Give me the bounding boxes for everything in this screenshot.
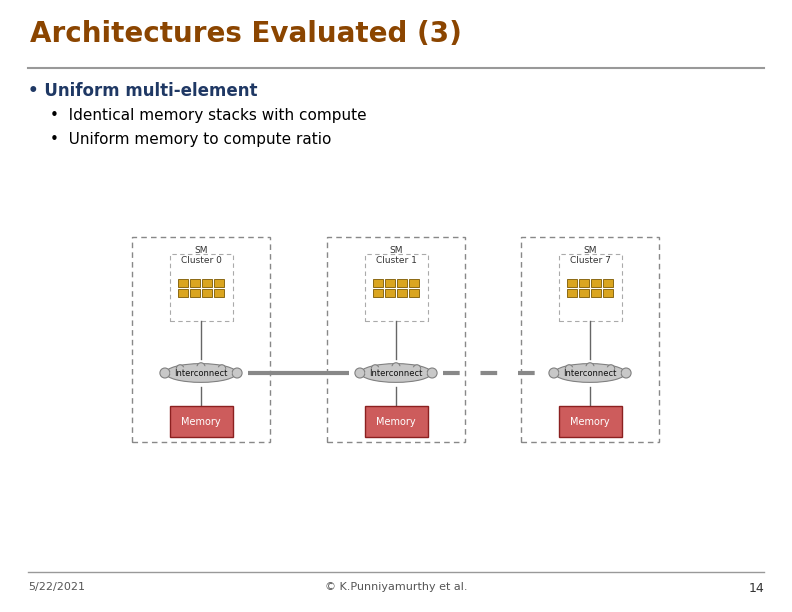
Bar bbox=[409, 289, 419, 297]
Bar bbox=[559, 254, 622, 321]
Text: •  Identical memory stacks with compute: • Identical memory stacks with compute bbox=[50, 108, 367, 123]
Ellipse shape bbox=[392, 363, 400, 371]
Bar bbox=[190, 279, 200, 287]
Text: Architectures Evaluated (3): Architectures Evaluated (3) bbox=[30, 20, 462, 48]
Text: 5/22/2021: 5/22/2021 bbox=[28, 582, 85, 592]
Bar bbox=[365, 254, 428, 321]
Ellipse shape bbox=[607, 365, 615, 372]
Text: Memory: Memory bbox=[376, 417, 416, 427]
Ellipse shape bbox=[218, 365, 226, 372]
Ellipse shape bbox=[177, 365, 184, 372]
Bar bbox=[397, 279, 407, 287]
Text: © K.Punniyamurthy et al.: © K.Punniyamurthy et al. bbox=[325, 582, 467, 592]
Bar bbox=[170, 406, 233, 437]
Text: Memory: Memory bbox=[570, 417, 610, 427]
Bar bbox=[170, 254, 233, 321]
Ellipse shape bbox=[549, 368, 559, 378]
Ellipse shape bbox=[365, 366, 427, 380]
Ellipse shape bbox=[621, 368, 631, 378]
Ellipse shape bbox=[586, 363, 594, 371]
Text: 14: 14 bbox=[748, 582, 764, 595]
Bar bbox=[385, 289, 395, 297]
Ellipse shape bbox=[355, 368, 365, 378]
Bar bbox=[603, 279, 613, 287]
Ellipse shape bbox=[565, 365, 573, 372]
Bar bbox=[365, 406, 428, 437]
Bar bbox=[397, 289, 407, 297]
Ellipse shape bbox=[232, 368, 242, 378]
Bar bbox=[214, 289, 224, 297]
Ellipse shape bbox=[360, 364, 432, 382]
Bar bbox=[373, 289, 383, 297]
Bar bbox=[202, 279, 212, 287]
Bar bbox=[591, 279, 601, 287]
Bar bbox=[214, 279, 224, 287]
Ellipse shape bbox=[559, 366, 621, 380]
Bar bbox=[603, 289, 613, 297]
Ellipse shape bbox=[371, 365, 379, 372]
Bar bbox=[373, 279, 383, 287]
Bar bbox=[202, 289, 212, 297]
Text: SM
Cluster 7: SM Cluster 7 bbox=[569, 246, 611, 266]
Bar bbox=[178, 279, 188, 287]
Bar bbox=[409, 279, 419, 287]
Bar bbox=[567, 279, 577, 287]
Text: SM
Cluster 1: SM Cluster 1 bbox=[375, 246, 417, 266]
Text: SM
Cluster 0: SM Cluster 0 bbox=[181, 246, 222, 266]
Text: Memory: Memory bbox=[181, 417, 221, 427]
Bar bbox=[567, 289, 577, 297]
Bar bbox=[579, 289, 589, 297]
Ellipse shape bbox=[170, 366, 232, 380]
Text: •  Uniform memory to compute ratio: • Uniform memory to compute ratio bbox=[50, 132, 331, 147]
Ellipse shape bbox=[197, 363, 205, 371]
Bar bbox=[579, 279, 589, 287]
Bar bbox=[178, 289, 188, 297]
Bar bbox=[559, 406, 622, 437]
Text: • Uniform multi-element: • Uniform multi-element bbox=[28, 82, 257, 100]
Text: Interconnect: Interconnect bbox=[563, 368, 617, 378]
Bar bbox=[385, 279, 395, 287]
Text: Interconnect: Interconnect bbox=[174, 368, 227, 378]
Bar bbox=[521, 237, 659, 442]
Bar bbox=[327, 237, 465, 442]
Bar bbox=[190, 289, 200, 297]
Text: Interconnect: Interconnect bbox=[369, 368, 423, 378]
Ellipse shape bbox=[166, 364, 237, 382]
Ellipse shape bbox=[427, 368, 437, 378]
Bar bbox=[591, 289, 601, 297]
Ellipse shape bbox=[160, 368, 170, 378]
Bar bbox=[132, 237, 270, 442]
Ellipse shape bbox=[413, 365, 421, 372]
Ellipse shape bbox=[554, 364, 626, 382]
